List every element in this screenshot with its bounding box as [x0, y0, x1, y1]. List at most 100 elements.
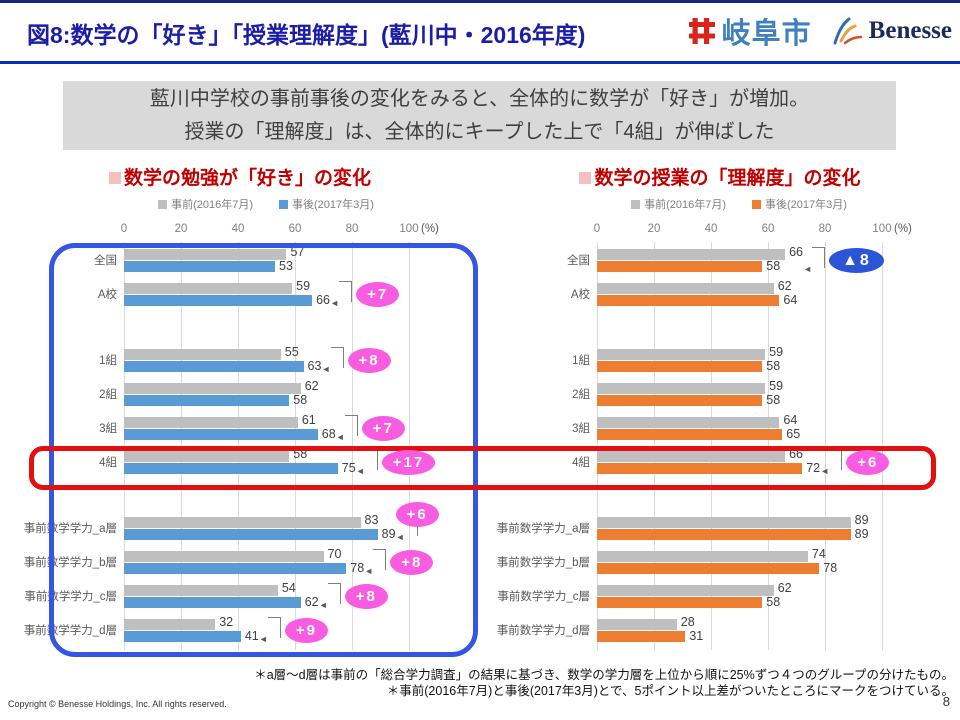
post-bar — [597, 597, 763, 608]
bar-row: 事前数学学力_d層 28 31 — [480, 614, 960, 648]
pre-value-label: 57 — [290, 245, 305, 259]
post-value-label: 62 — [304, 595, 319, 609]
category-label: 事前数学学力_a層 — [496, 523, 590, 535]
pre-value-label: 54 — [281, 581, 296, 595]
benesse-mark-icon — [833, 17, 862, 45]
bar-row: 事前数学学力_b層 70 78 ◄ +8 — [0, 546, 480, 580]
pre-bar — [597, 451, 786, 462]
bar-pair: 59 58 — [597, 378, 882, 412]
category-label: 全国 — [94, 255, 117, 267]
axis-tick-label: 100 — [399, 223, 419, 235]
footnote-line-1: ＊a層〜d層は事前の「総合学力調査」の結果に基づき、数学の学力層を上位から順に2… — [254, 668, 954, 682]
pre-bar — [597, 517, 851, 528]
benesse-logo: Benesse — [828, 16, 952, 46]
category-label: 4組 — [572, 457, 590, 469]
post-value-label: 58 — [293, 393, 308, 407]
axis-tick-label: 100 — [872, 223, 892, 235]
bar-row: 全国 57 53 — [0, 244, 480, 278]
bar-row: 3組 64 65 — [480, 412, 960, 446]
bar-row: 2組 62 58 — [0, 378, 480, 412]
pre-value-label: 59 — [769, 345, 784, 359]
highlight-frame-red — [29, 446, 936, 490]
chart-right-axis: 0 20 40 60 80 100 (%) — [480, 216, 960, 244]
header-divider — [0, 61, 960, 64]
category-label: 2組 — [572, 389, 590, 401]
diff-arrow-icon: ◄ — [355, 466, 365, 476]
legend-item: 事後(2017年3月) — [279, 196, 374, 212]
pre-bar — [597, 551, 808, 562]
legend-swatch-icon — [631, 199, 641, 209]
bar-pair: 28 31 — [597, 614, 882, 648]
post-value-label: 58 — [766, 393, 781, 407]
diff-badge: ▲8 — [829, 248, 884, 273]
post-bar — [124, 395, 290, 406]
post-value-label: 78 — [823, 561, 838, 575]
pre-value-label: 89 — [854, 513, 869, 527]
post-value-label: 58 — [766, 359, 781, 373]
post-value-label: 78 — [350, 561, 365, 575]
summary-line-2: 授業の「理解度」は、全体的にキープした上で「4組」が伸ばした — [184, 121, 775, 143]
post-bar — [124, 295, 313, 306]
legend-label: 事前(2016年7月) — [644, 199, 726, 211]
chart-left-title: 数学の勉強が「好き」の変化 — [0, 158, 480, 192]
chart-right-title: 数学の授業の「理解度」の変化 — [480, 158, 960, 192]
diff-bracket: ◄ — [330, 281, 353, 308]
pre-value-label: 62 — [777, 279, 792, 293]
gifu-emblem-icon — [688, 18, 715, 44]
post-value-label: 58 — [766, 259, 781, 273]
post-value-label: 58 — [766, 595, 781, 609]
page-number: 8 — [942, 694, 950, 709]
post-bar — [124, 361, 304, 372]
diff-badge: +8 — [390, 550, 434, 575]
bar-pair: 62 64 — [597, 278, 882, 312]
post-value-label: 64 — [783, 293, 798, 307]
bar-pair: 66 72 ◄ +6 — [597, 446, 890, 480]
post-value-label: 65 — [786, 427, 801, 441]
pre-bar — [124, 283, 293, 294]
post-bar — [124, 597, 301, 608]
category-label: 全国 — [567, 255, 590, 267]
post-bar — [597, 631, 686, 642]
bar-row: 1組 55 63 ◄ +8 — [0, 344, 480, 378]
pre-bar — [597, 383, 766, 394]
pre-bar — [124, 417, 298, 428]
diff-arrow-icon: ◄ — [820, 466, 830, 476]
pre-bar — [597, 585, 774, 596]
bar-pair: 57 53 — [124, 244, 409, 278]
bar-row: 事前数学学力_c層 62 58 — [480, 580, 960, 614]
post-value-label: 89 — [381, 527, 396, 541]
pre-bar — [124, 451, 290, 462]
post-bar — [124, 463, 338, 474]
pre-bar — [597, 283, 774, 294]
benesse-logo-text: Benesse — [868, 17, 952, 44]
pre-bar — [597, 349, 766, 360]
diff-badge: +8 — [347, 348, 391, 373]
category-label: 2組 — [99, 389, 117, 401]
legend-label: 事後(2017年3月) — [292, 199, 374, 211]
pre-bar — [597, 619, 677, 630]
bar-row: A校 59 66 ◄ +7 — [0, 278, 480, 312]
diff-bracket: ◄ — [319, 583, 341, 610]
category-label: 1組 — [572, 355, 590, 367]
gifu-logo-text: 岐阜市 — [721, 18, 812, 50]
chart-left-legend: 事前(2016年7月) 事後(2017年3月) — [0, 192, 480, 216]
bar-pair: 55 63 ◄ +8 — [124, 344, 409, 378]
axis-tick-label: 0 — [120, 223, 128, 235]
pre-bar — [124, 249, 287, 260]
bar-row: 1組 59 58 — [480, 344, 960, 378]
chart-right-rows: 全国 66 58 ◄ ▲8 A校 62 64 1組 59 58 2組 59 58 3組 64 65 4組 66 72 ◄… — [480, 244, 960, 648]
pre-value-label: 59 — [296, 279, 311, 293]
bar-row: 事前数学学力_d層 32 41 ◄ +9 — [0, 614, 480, 648]
bar-pair: 83 89 ◄ +6 — [124, 502, 439, 546]
post-bar — [124, 429, 318, 440]
bar-row: 2組 59 58 — [480, 378, 960, 412]
pre-value-label: 83 — [364, 513, 379, 527]
pre-bar — [124, 619, 216, 630]
category-label: 1組 — [99, 355, 117, 367]
category-label: 事前数学学力_d層 — [496, 625, 590, 637]
pre-bar — [124, 383, 301, 394]
diff-arrow-icon: ◄ — [803, 264, 813, 274]
bar-row: 事前数学学力_a層 83 89 ◄ +6 — [0, 502, 480, 546]
diff-bracket: ◄ — [322, 347, 344, 374]
footnote-line-2: ＊事前(2016年7月)と事後(2017年3月)とで、5ポイント以上差がついたと… — [386, 684, 954, 698]
